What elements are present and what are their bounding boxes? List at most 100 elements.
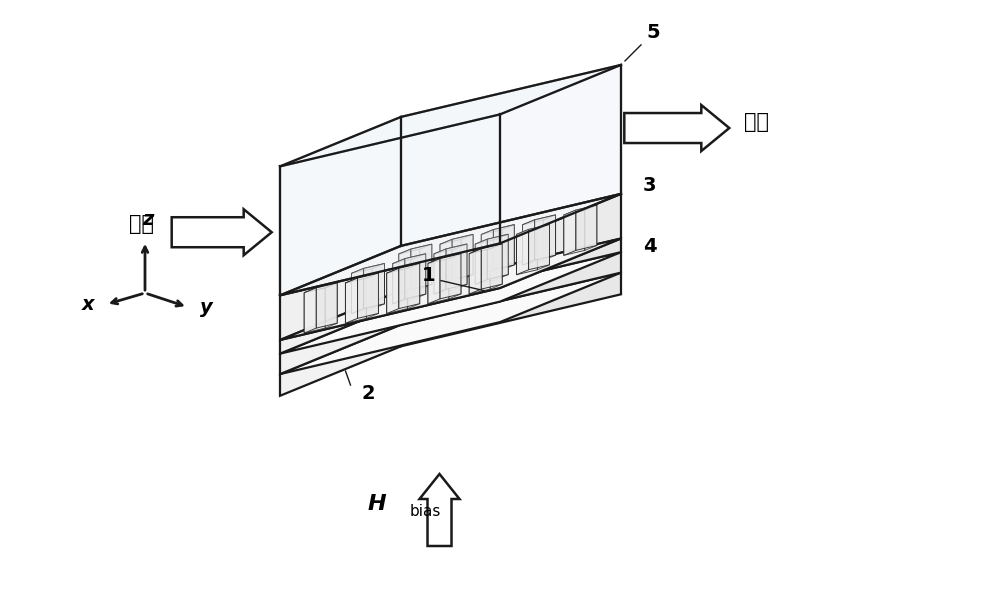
- Text: 入口: 入口: [129, 214, 154, 234]
- Polygon shape: [434, 249, 446, 294]
- Polygon shape: [399, 244, 432, 254]
- Polygon shape: [399, 249, 420, 294]
- Polygon shape: [516, 230, 529, 274]
- Polygon shape: [475, 239, 487, 285]
- Polygon shape: [523, 220, 543, 265]
- Polygon shape: [393, 259, 414, 304]
- Polygon shape: [399, 263, 420, 309]
- Polygon shape: [364, 264, 385, 309]
- Polygon shape: [446, 244, 467, 289]
- Polygon shape: [449, 254, 461, 299]
- FancyArrow shape: [172, 209, 272, 255]
- Polygon shape: [401, 194, 621, 291]
- Polygon shape: [564, 210, 585, 255]
- Polygon shape: [280, 325, 401, 396]
- Polygon shape: [399, 249, 411, 294]
- Polygon shape: [352, 269, 372, 314]
- Polygon shape: [440, 254, 461, 299]
- Polygon shape: [502, 225, 514, 270]
- Polygon shape: [405, 254, 426, 299]
- Text: x: x: [81, 295, 94, 314]
- Polygon shape: [345, 278, 366, 324]
- Polygon shape: [535, 215, 556, 260]
- Polygon shape: [358, 273, 378, 318]
- Polygon shape: [493, 225, 514, 270]
- Polygon shape: [401, 239, 621, 304]
- Polygon shape: [280, 194, 621, 295]
- Polygon shape: [496, 234, 508, 279]
- Text: 1: 1: [422, 266, 436, 285]
- Polygon shape: [387, 263, 420, 273]
- Polygon shape: [316, 283, 337, 328]
- Text: 5: 5: [646, 23, 660, 42]
- Text: y: y: [200, 298, 212, 316]
- Polygon shape: [304, 283, 337, 293]
- Polygon shape: [434, 249, 455, 294]
- Polygon shape: [576, 205, 597, 251]
- Polygon shape: [280, 117, 401, 295]
- Polygon shape: [434, 244, 467, 254]
- Polygon shape: [469, 249, 481, 294]
- Polygon shape: [487, 234, 508, 279]
- Polygon shape: [352, 269, 364, 314]
- Polygon shape: [280, 246, 401, 340]
- Polygon shape: [461, 234, 473, 280]
- Polygon shape: [481, 230, 493, 275]
- Polygon shape: [345, 278, 358, 324]
- Polygon shape: [280, 114, 500, 295]
- Polygon shape: [325, 283, 337, 328]
- Polygon shape: [408, 263, 420, 309]
- Polygon shape: [393, 254, 426, 264]
- Polygon shape: [481, 230, 502, 275]
- Polygon shape: [366, 273, 378, 318]
- Polygon shape: [585, 205, 597, 251]
- Polygon shape: [475, 239, 496, 285]
- Polygon shape: [440, 234, 473, 245]
- Polygon shape: [280, 291, 401, 353]
- Text: z: z: [142, 210, 154, 229]
- Polygon shape: [500, 65, 621, 243]
- Polygon shape: [428, 258, 449, 304]
- Text: 3: 3: [643, 176, 656, 196]
- Polygon shape: [564, 205, 597, 215]
- Text: $\boldsymbol{H}$: $\boldsymbol{H}$: [367, 494, 388, 514]
- FancyArrow shape: [420, 474, 460, 546]
- Polygon shape: [475, 234, 508, 244]
- Polygon shape: [564, 210, 576, 255]
- Polygon shape: [352, 264, 385, 273]
- Polygon shape: [304, 288, 325, 333]
- Polygon shape: [529, 224, 550, 270]
- Polygon shape: [452, 234, 473, 280]
- Polygon shape: [401, 252, 621, 325]
- Polygon shape: [440, 239, 452, 285]
- Polygon shape: [387, 269, 399, 313]
- Polygon shape: [280, 304, 401, 374]
- Polygon shape: [523, 220, 535, 265]
- Text: bias: bias: [410, 505, 441, 520]
- Polygon shape: [469, 249, 490, 294]
- Polygon shape: [387, 269, 408, 313]
- Polygon shape: [481, 244, 502, 289]
- Text: 2: 2: [362, 383, 375, 402]
- Polygon shape: [543, 215, 556, 260]
- Polygon shape: [280, 65, 621, 166]
- Text: 出口: 出口: [744, 112, 769, 132]
- Polygon shape: [280, 273, 621, 374]
- Polygon shape: [280, 239, 621, 340]
- Polygon shape: [372, 264, 385, 309]
- Polygon shape: [537, 224, 550, 270]
- Polygon shape: [345, 273, 378, 283]
- Polygon shape: [428, 254, 461, 264]
- Polygon shape: [490, 244, 502, 289]
- Polygon shape: [481, 225, 514, 234]
- Polygon shape: [414, 254, 426, 299]
- Polygon shape: [401, 65, 621, 246]
- Polygon shape: [280, 239, 621, 340]
- Polygon shape: [516, 224, 550, 234]
- Polygon shape: [469, 244, 502, 254]
- Polygon shape: [393, 259, 405, 304]
- Polygon shape: [411, 244, 432, 289]
- Polygon shape: [440, 239, 461, 285]
- FancyArrow shape: [624, 105, 729, 151]
- Polygon shape: [420, 244, 432, 289]
